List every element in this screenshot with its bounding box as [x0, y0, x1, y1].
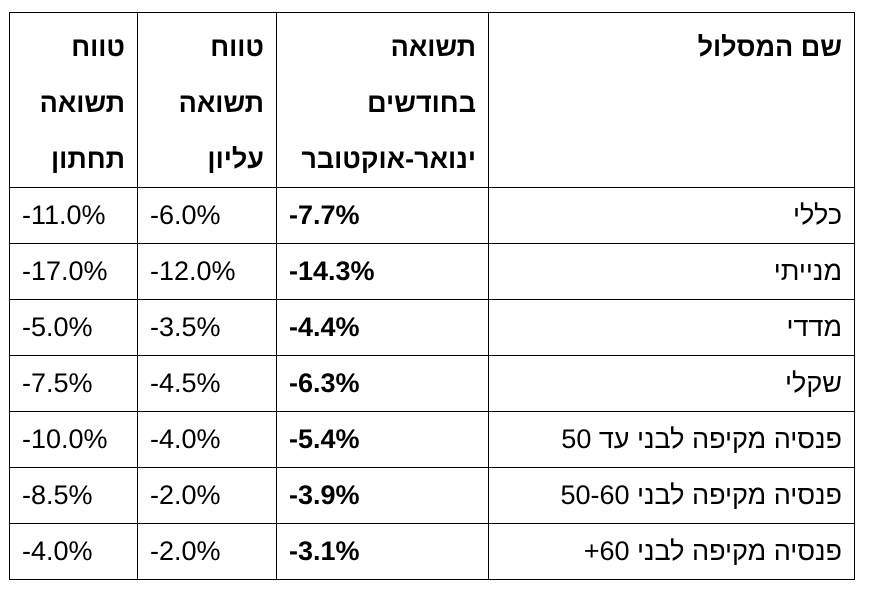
lower-range-value: -5.0% — [9, 299, 138, 356]
header-upper-line-3: עליון — [207, 144, 264, 174]
upper-range-value: -12.0% — [137, 243, 277, 300]
track-name: מדדי — [488, 299, 855, 356]
lower-range-value: -7.5% — [9, 355, 138, 412]
table-row: פנסיה מקיפה לבני עד 50 -5.4% -4.0% -10.0… — [9, 411, 855, 468]
track-name: כללי — [488, 187, 855, 244]
return-value: -3.1% — [276, 523, 489, 580]
track-name: מנייתי — [488, 243, 855, 300]
return-value: -6.3% — [276, 355, 489, 412]
lower-range-value: -11.0% — [9, 187, 138, 244]
table-row: פנסיה מקיפה לבני 60+ -3.1% -2.0% -4.0% — [9, 523, 855, 580]
return-value: -4.4% — [276, 299, 489, 356]
return-value: -3.9% — [276, 467, 489, 524]
table-row: כללי -7.7% -6.0% -11.0% — [9, 187, 855, 244]
return-value: -7.7% — [276, 187, 489, 244]
header-lower-line-3: תחתון — [51, 144, 125, 174]
header-row: שם המסלול תשואה בחודשים ינואר-אוקטובר טו… — [9, 12, 855, 188]
table-row: פנסיה מקיפה לבני 50-60 -3.9% -2.0% -8.5% — [9, 467, 855, 524]
return-value: -14.3% — [276, 243, 489, 300]
header-lower-line-1: טווח — [71, 32, 125, 62]
return-value: -5.4% — [276, 411, 489, 468]
track-name: פנסיה מקיפה לבני 60+ — [488, 523, 855, 580]
upper-range-value: -2.0% — [137, 523, 277, 580]
header-return: תשואה בחודשים ינואר-אוקטובר — [276, 12, 489, 188]
table-row: שקלי -6.3% -4.5% -7.5% — [9, 355, 855, 412]
upper-range-value: -4.5% — [137, 355, 277, 412]
lower-range-value: -10.0% — [9, 411, 138, 468]
upper-range-value: -2.0% — [137, 467, 277, 524]
returns-table: שם המסלול תשואה בחודשים ינואר-אוקטובר טו… — [9, 12, 855, 580]
upper-range-value: -3.5% — [137, 299, 277, 356]
header-return-line-1: תשואה — [390, 32, 476, 62]
upper-range-value: -4.0% — [137, 411, 277, 468]
header-return-line-2: בחודשים — [367, 88, 476, 118]
header-upper-range: טווח תשואה עליון — [137, 12, 277, 188]
lower-range-value: -8.5% — [9, 467, 138, 524]
lower-range-value: -17.0% — [9, 243, 138, 300]
track-name: פנסיה מקיפה לבני 50-60 — [488, 467, 855, 524]
header-lower-line-2: תשואה — [39, 88, 125, 118]
table-row: מדדי -4.4% -3.5% -5.0% — [9, 299, 855, 356]
track-name: פנסיה מקיפה לבני עד 50 — [488, 411, 855, 468]
track-name: שקלי — [488, 355, 855, 412]
table-row: מנייתי -14.3% -12.0% -17.0% — [9, 243, 855, 300]
header-lower-range: טווח תשואה תחתון — [9, 12, 138, 188]
header-track-name: שם המסלול — [488, 12, 855, 188]
header-upper-line-1: טווח — [210, 32, 264, 62]
header-return-line-3: ינואר-אוקטובר — [301, 144, 476, 174]
lower-range-value: -4.0% — [9, 523, 138, 580]
header-track-name-line: שם המסלול — [697, 32, 842, 62]
upper-range-value: -6.0% — [137, 187, 277, 244]
header-upper-line-2: תשואה — [178, 88, 264, 118]
